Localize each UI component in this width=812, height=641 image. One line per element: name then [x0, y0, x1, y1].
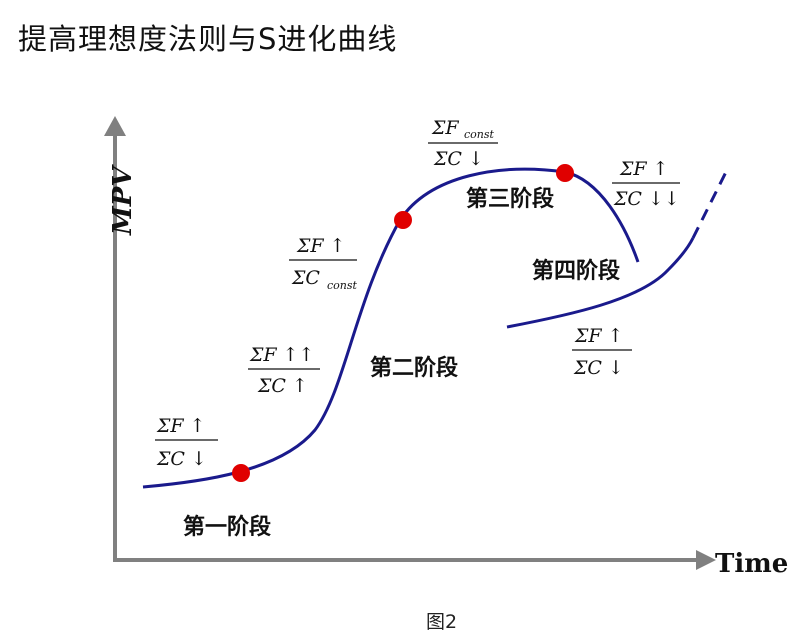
x-axis-arrow-icon — [696, 550, 716, 570]
stage-label-4: 第四阶段 — [532, 258, 620, 284]
page-title: 提高理想度法则与S进化曲线 — [18, 22, 398, 56]
svg-text:ΣC↓↓: ΣC ↓↓ — [613, 188, 680, 210]
svg-text:ΣF↑↑: ΣF ↑↑ — [249, 344, 314, 366]
x-axis-label: Time — [715, 549, 788, 579]
svg-text:const: const — [327, 279, 358, 292]
axes — [113, 128, 700, 562]
svg-text:ΣC↓: ΣC ↓ — [573, 357, 624, 379]
svg-text:ΣC↑: ΣC ↑ — [257, 375, 308, 397]
s-curve-next — [506, 237, 695, 329]
svg-text:ΣF↑: ΣF ↑ — [156, 415, 206, 437]
s-curve-main — [142, 167, 640, 489]
y-axis-label: MPV — [108, 164, 138, 236]
fraction-2: ΣF ↑↑ ΣC ↑ — [248, 344, 320, 397]
fraction-4: ΣF const ΣC ↓ — [428, 117, 498, 170]
svg-text:ΣC↓: ΣC ↓ — [433, 148, 484, 170]
svg-text:ΣC: ΣC — [291, 267, 320, 289]
s-curve-next-dashed — [691, 167, 730, 239]
svg-text:ΣF↑: ΣF ↑ — [619, 158, 669, 180]
fraction-6: ΣF ↑ ΣC ↓ — [572, 325, 632, 379]
stage-label-2: 第二阶段 — [370, 355, 458, 381]
stage-label-1: 第一阶段 — [183, 514, 271, 540]
fraction-5: ΣF ↑ ΣC ↓↓ — [612, 158, 680, 210]
transition-point — [394, 211, 412, 229]
svg-text:ΣC↓: ΣC ↓ — [156, 448, 207, 470]
svg-text:ΣF↑: ΣF ↑ — [296, 235, 346, 257]
transition-point — [232, 464, 250, 482]
svg-text:ΣF: ΣF — [431, 117, 459, 139]
transition-point — [556, 164, 574, 182]
y-axis-arrow-icon — [104, 116, 126, 136]
fraction-1: ΣF ↑ ΣC ↓ — [155, 415, 218, 470]
figure-caption: 图2 — [426, 611, 457, 633]
fraction-3: ΣF ↑ ΣC const — [289, 235, 358, 292]
svg-text:ΣF↑: ΣF ↑ — [574, 325, 624, 347]
stage-label-3: 第三阶段 — [466, 186, 554, 212]
svg-text:const: const — [464, 128, 495, 141]
